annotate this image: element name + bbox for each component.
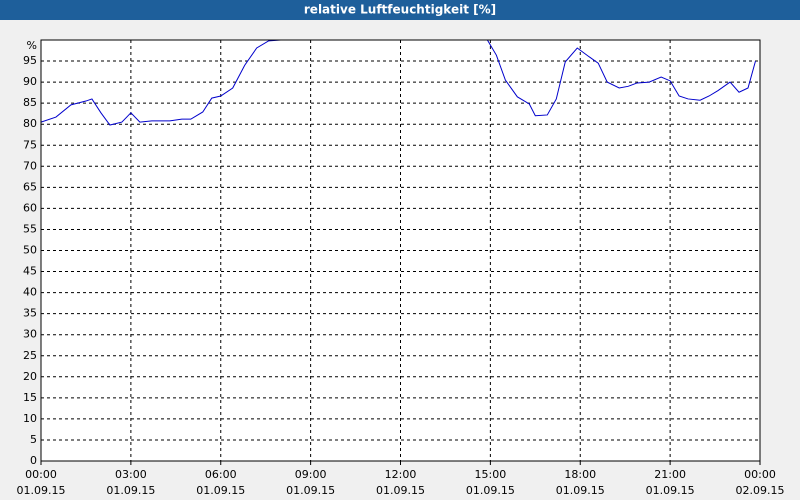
x-tick-date: 02.09.15 bbox=[736, 484, 785, 497]
y-tick-label: 20 bbox=[23, 370, 37, 383]
x-tick-label: 12:00 bbox=[385, 468, 417, 481]
y-tick-label: 90 bbox=[23, 75, 37, 88]
y-tick-label: 25 bbox=[23, 349, 37, 362]
x-tick-date: 01.09.15 bbox=[106, 484, 155, 497]
y-tick-label: 60 bbox=[23, 201, 37, 214]
y-tick-label: 45 bbox=[23, 265, 37, 278]
y-tick-label: 80 bbox=[23, 117, 37, 130]
y-tick-label: 55 bbox=[23, 222, 37, 235]
x-tick-date: 01.09.15 bbox=[466, 484, 515, 497]
plot-border bbox=[40, 39, 761, 462]
y-tick-label: 5 bbox=[30, 433, 37, 446]
x-tick-date: 01.09.15 bbox=[286, 484, 335, 497]
y-tick-label: 70 bbox=[23, 159, 37, 172]
x-tick-label: 15:00 bbox=[475, 468, 507, 481]
y-tick-label: 15 bbox=[23, 391, 37, 404]
line-series bbox=[40, 39, 756, 126]
y-tick-label: 10 bbox=[23, 412, 37, 425]
x-tick-date: 01.09.15 bbox=[556, 484, 605, 497]
title-bar bbox=[0, 0, 800, 20]
x-tick-label: 00:00 bbox=[744, 468, 776, 481]
x-tick-label: 03:00 bbox=[115, 468, 147, 481]
y-axis-label: % bbox=[27, 39, 37, 52]
y-tick-label: 30 bbox=[23, 328, 37, 341]
x-tick-date: 01.09.15 bbox=[376, 484, 425, 497]
x-tick-label: 00:00 bbox=[25, 468, 57, 481]
x-tick-date: 01.09.15 bbox=[646, 484, 695, 497]
y-tick-label: 50 bbox=[23, 244, 37, 257]
chart-title: relative Luftfeuchtigkeit [%] bbox=[304, 3, 496, 17]
y-tick-label: 35 bbox=[23, 307, 37, 320]
y-tick-label: 0 bbox=[30, 454, 37, 467]
x-tick-label: 09:00 bbox=[295, 468, 327, 481]
y-tick-label: 95 bbox=[23, 54, 37, 67]
x-tick-date: 01.09.15 bbox=[196, 484, 245, 497]
x-tick-label: 18:00 bbox=[564, 468, 596, 481]
x-tick-label: 21:00 bbox=[654, 468, 686, 481]
y-tick-label: 85 bbox=[23, 96, 37, 109]
y-tick-label: 65 bbox=[23, 180, 37, 193]
x-tick-date: 01.09.15 bbox=[17, 484, 66, 497]
x-tick-label: 06:00 bbox=[205, 468, 237, 481]
y-tick-label: 40 bbox=[23, 286, 37, 299]
y-tick-label: 75 bbox=[23, 138, 37, 151]
